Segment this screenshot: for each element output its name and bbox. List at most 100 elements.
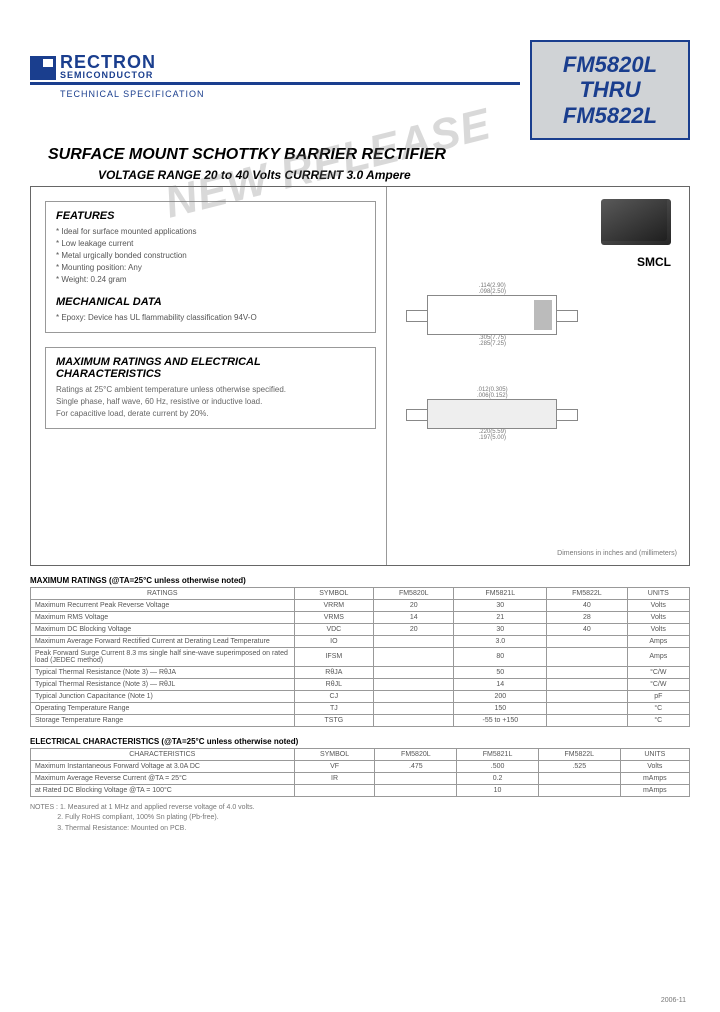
- revision-date: 2006-11: [661, 997, 686, 1004]
- table-cell: 30: [454, 623, 547, 635]
- table-cell: mAmps: [620, 772, 689, 784]
- table-cell: [374, 666, 454, 678]
- table-cell: 10: [457, 784, 539, 796]
- table-header: FM5820L: [374, 587, 454, 599]
- table-cell: Operating Temperature Range: [31, 702, 295, 714]
- table-cell: Amps: [627, 635, 689, 647]
- table-cell: Maximum Instantaneous Forward Voltage at…: [31, 760, 295, 772]
- table-cell: [547, 647, 627, 666]
- table-cell: [547, 678, 627, 690]
- table-cell: .525: [538, 760, 620, 772]
- table-header: FM5821L: [454, 587, 547, 599]
- table-cell: [374, 714, 454, 726]
- table-cell: 40: [547, 599, 627, 611]
- table-cell: [547, 714, 627, 726]
- table-header: CHARACTERISTICS: [31, 748, 295, 760]
- package-label: SMCL: [637, 255, 671, 269]
- table-cell: [547, 666, 627, 678]
- table-cell: [374, 702, 454, 714]
- right-column: SMCL .114(2.90).098(2.50) .305(7.75).285…: [386, 187, 689, 565]
- table-row: at Rated DC Blocking Voltage @TA = 100°C…: [31, 784, 690, 796]
- table-cell: [374, 690, 454, 702]
- title-main: SURFACE MOUNT SCHOTTKY BARRIER RECTIFIER: [48, 146, 690, 164]
- header-row: RECTRON SEMICONDUCTOR TECHNICAL SPECIFIC…: [30, 40, 690, 140]
- table-cell: Maximum RMS Voltage: [31, 611, 295, 623]
- table-cell: 0.2: [457, 772, 539, 784]
- table-cell: 150: [454, 702, 547, 714]
- table-cell: [375, 772, 457, 784]
- dimensions-note: Dimensions in inches and (millimeters): [557, 550, 677, 557]
- title-block: SURFACE MOUNT SCHOTTKY BARRIER RECTIFIER…: [48, 146, 690, 182]
- table-cell: [374, 647, 454, 666]
- table-cell: 20: [374, 599, 454, 611]
- table-cell: VRMS: [294, 611, 373, 623]
- table-header: SYMBOL: [294, 587, 373, 599]
- table-cell: CJ: [294, 690, 373, 702]
- features-heading: FEATURES: [56, 210, 365, 222]
- maxr-heading: MAXIMUM RATINGS AND ELECTRICAL CHARACTER…: [56, 356, 365, 380]
- part-number-box: FM5820L THRU FM5822L: [530, 40, 690, 140]
- table-cell: [547, 702, 627, 714]
- notes-block: NOTES : 1. Measured at 1 MHz and applied…: [30, 803, 690, 835]
- table-row: Maximum Instantaneous Forward Voltage at…: [31, 760, 690, 772]
- table-header: UNITS: [620, 748, 689, 760]
- table-row: Typical Thermal Resistance (Note 3) — Rθ…: [31, 678, 690, 690]
- elec-caption: ELECTRICAL CHARACTERISTICS (@TA=25°C unl…: [30, 737, 690, 746]
- table-row: Operating Temperature RangeTJ150°C: [31, 702, 690, 714]
- part-l1: FM5820L: [536, 52, 684, 77]
- ratings-table: RATINGSSYMBOLFM5820LFM5821LFM5822LUNITSM…: [30, 587, 690, 727]
- maxr-l1: Ratings at 25°C ambient temperature unle…: [56, 384, 365, 396]
- table-cell: [375, 784, 457, 796]
- table-cell: RθJL: [294, 678, 373, 690]
- table-header: FM5822L: [547, 587, 627, 599]
- table-cell: at Rated DC Blocking Voltage @TA = 100°C: [31, 784, 295, 796]
- table-cell: [547, 635, 627, 647]
- table-cell: [294, 784, 375, 796]
- datasheet-page: RECTRON SEMICONDUCTOR TECHNICAL SPECIFIC…: [0, 0, 720, 1012]
- table-row: Maximum Average Reverse Current @TA = 25…: [31, 772, 690, 784]
- table-cell: Storage Temperature Range: [31, 714, 295, 726]
- table-header: FM5822L: [538, 748, 620, 760]
- table-header: SYMBOL: [294, 748, 375, 760]
- brand-line: RECTRON SEMICONDUCTOR: [30, 40, 520, 85]
- table-cell: [374, 635, 454, 647]
- table-cell: Amps: [627, 647, 689, 666]
- package-photo: [601, 199, 671, 245]
- table-row: Maximum RMS VoltageVRMS142128Volts: [31, 611, 690, 623]
- features-list: Ideal for surface mounted applications L…: [56, 226, 365, 286]
- table-cell: Volts: [620, 760, 689, 772]
- main-frame: FEATURES Ideal for surface mounted appli…: [30, 186, 690, 566]
- table-cell: Typical Thermal Resistance (Note 3) — Rθ…: [31, 666, 295, 678]
- mech-list: Epoxy: Device has UL flammability classi…: [56, 312, 365, 324]
- table-cell: °C/W: [627, 678, 689, 690]
- outline-top-view: .114(2.90).098(2.50) .305(7.75).285(7.25…: [427, 283, 557, 347]
- table-cell: 3.0: [454, 635, 547, 647]
- table-header: FM5821L: [457, 748, 539, 760]
- table-cell: Maximum DC Blocking Voltage: [31, 623, 295, 635]
- feature-item: Low leakage current: [56, 238, 365, 250]
- features-box: FEATURES Ideal for surface mounted appli…: [45, 201, 376, 333]
- part-l2: THRU: [536, 77, 684, 102]
- table-cell: .500: [457, 760, 539, 772]
- table-cell: mAmps: [620, 784, 689, 796]
- table-header: RATINGS: [31, 587, 295, 599]
- table-header: FM5820L: [375, 748, 457, 760]
- table-cell: IO: [294, 635, 373, 647]
- table-row: Maximum Recurrent Peak Reverse VoltageVR…: [31, 599, 690, 611]
- maxr-l3: For capacitive load, derate current by 2…: [56, 408, 365, 420]
- table-row: Maximum DC Blocking VoltageVDC203040Volt…: [31, 623, 690, 635]
- table-cell: °C/W: [627, 666, 689, 678]
- mech-item: Epoxy: Device has UL flammability classi…: [56, 312, 365, 324]
- table-cell: °C: [627, 714, 689, 726]
- table-cell: -55 to +150: [454, 714, 547, 726]
- table-row: Typical Thermal Resistance (Note 3) — Rθ…: [31, 666, 690, 678]
- table-header: UNITS: [627, 587, 689, 599]
- table-cell: Maximum Average Reverse Current @TA = 25…: [31, 772, 295, 784]
- table-cell: Volts: [627, 611, 689, 623]
- table-cell: 50: [454, 666, 547, 678]
- table-cell: RθJA: [294, 666, 373, 678]
- table-row: Storage Temperature RangeTSTG-55 to +150…: [31, 714, 690, 726]
- brand-block: RECTRON SEMICONDUCTOR TECHNICAL SPECIFIC…: [30, 40, 520, 99]
- brand-text: RECTRON SEMICONDUCTOR: [60, 54, 156, 80]
- table-cell: 80: [454, 647, 547, 666]
